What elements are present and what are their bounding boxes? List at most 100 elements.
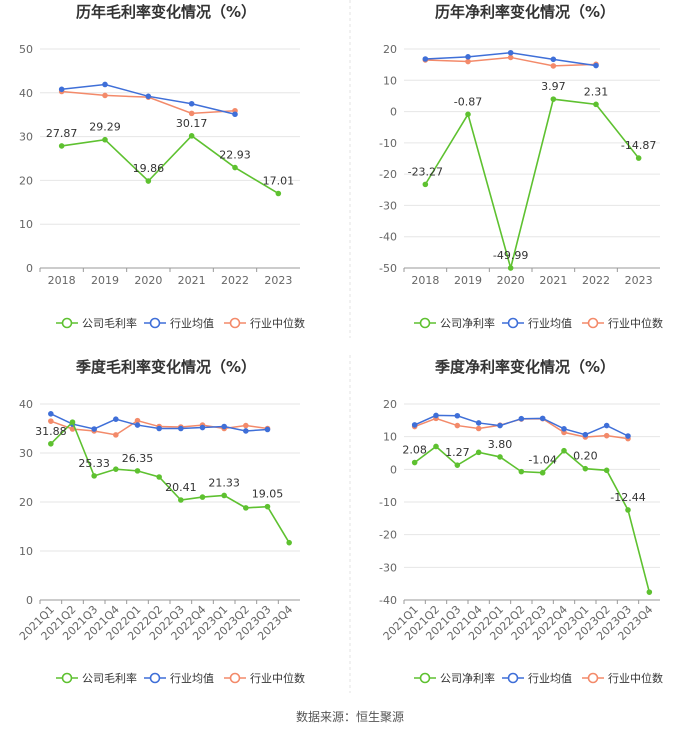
annual-gross-y-tick-label: 10: [19, 218, 33, 231]
quarterly-net-y-tick-label: -30: [379, 561, 397, 574]
legend-label: 行业均值: [528, 672, 572, 685]
legend-label: 行业中位数: [250, 316, 305, 330]
quarterly-net-legend-industry_median[interactable]: 行业中位数: [582, 671, 663, 685]
annual-gross-x-tick-label: 2020: [134, 274, 162, 287]
quarterly-gross-legend-industry_avg[interactable]: 行业均值: [144, 672, 214, 685]
quarterly-net-company-point: [475, 449, 482, 456]
quarterly-net-company-point: [411, 459, 418, 466]
annual-net-chart: 历年净利率变化情况（%） -50 -40 -30 -20 -10 0 10 20 2018 2019…: [379, 3, 663, 330]
quarterly-gross-company-point: [221, 492, 227, 499]
annual-gross-legend-industry_median[interactable]: 行业中位数: [224, 316, 305, 330]
quarterly-net-company-point: [518, 468, 525, 475]
quarterly-net-industry_avg-point: [539, 415, 546, 422]
quarterly-net-legend-industry_avg[interactable]: 行业均值: [502, 672, 572, 685]
annual-gross-y-tick-label: 0: [26, 262, 33, 275]
quarterly-gross-legend-industry_median[interactable]: 行业中位数: [224, 671, 305, 685]
quarterly-net-data-label: 2.08: [402, 444, 427, 457]
annual-net-y-tick-label: -50: [379, 262, 397, 275]
legend-label: 公司净利率: [440, 671, 495, 685]
legend-circle-icon: [61, 317, 73, 329]
quarterly-net-data-label: -1.04: [528, 454, 556, 467]
annual-net-y-tick-label: 10: [383, 74, 397, 87]
quarterly-gross-industry_avg-point: [178, 425, 184, 432]
annual-net-data-label: 2.31: [584, 85, 609, 98]
legend-label: 行业中位数: [250, 671, 305, 685]
annual-net-company-point: [507, 265, 514, 271]
quarterly-gross-company-point: [48, 440, 54, 447]
legend-circle-icon: [229, 317, 241, 329]
quarterly-net-y-tick-label: -10: [379, 496, 397, 509]
legend-label: 公司毛利率: [82, 671, 137, 685]
legend-label: 行业均值: [170, 672, 214, 685]
annual-net-data-label: 3.97: [541, 80, 566, 93]
annual-net-x-tick-label: 2020: [497, 274, 525, 287]
quarterly-net-industry_avg-point: [561, 426, 567, 432]
annual-gross-industry_avg-point: [102, 81, 108, 88]
annual-gross-company-point: [275, 190, 282, 197]
quarterly-gross-industry_avg-point: [243, 428, 249, 434]
annual-net-x-tick-label: 2021: [539, 274, 567, 287]
quarterly-net-company-point: [582, 465, 589, 472]
quarterly-gross-data-label: 21.33: [208, 476, 240, 489]
quarterly-gross-data-label: 19.05: [252, 488, 284, 501]
annual-net-legend-industry_avg[interactable]: 行业均值: [502, 317, 572, 330]
annual-net-data-label: -0.87: [454, 95, 482, 108]
quarterly-net-industry_avg-point: [497, 422, 503, 429]
quarterly-net-industry_avg-point: [433, 412, 439, 419]
quarterly-net-y-tick-label: 10: [383, 431, 397, 444]
quarterly-gross-legend-company[interactable]: 公司毛利率: [56, 671, 137, 685]
quarterly-net-company-point: [625, 507, 631, 513]
quarterly-gross-industry_median-point: [48, 418, 54, 424]
quarterly-net-company-point: [646, 589, 653, 595]
annual-gross-company-point: [145, 178, 152, 184]
annual-net-legend-company[interactable]: 公司净利率: [414, 316, 495, 330]
annual-net-company-point: [465, 111, 471, 118]
annual-gross-legend-industry_avg[interactable]: 行业均值: [144, 317, 214, 330]
annual-gross-x-tick-label: 2018: [48, 274, 76, 287]
annual-gross-industry_avg-point: [232, 111, 238, 118]
annual-gross-x-tick-label: 2021: [178, 274, 206, 287]
quarterly-net-industry_median-point: [475, 425, 482, 432]
legend-label: 行业中位数: [608, 316, 663, 330]
quarterly-net-company-point: [561, 447, 567, 454]
annual-gross-data-label: 30.17: [176, 117, 208, 130]
annual-gross-legend-company[interactable]: 公司毛利率: [56, 316, 137, 330]
annual-net-y-tick-label: -30: [379, 199, 397, 212]
quarterly-gross-company-point: [91, 473, 97, 479]
annual-gross-y-tick-label: 20: [19, 174, 33, 187]
quarterly-gross-company-point: [178, 497, 184, 503]
annual-net-data-label: -23.27: [408, 165, 443, 178]
annual-gross-company-point: [102, 136, 108, 143]
quarterly-gross-y-tick-label: 30: [19, 447, 33, 460]
annual-net-legend-industry_median[interactable]: 行业中位数: [582, 316, 663, 330]
quarterly-gross-company-point: [156, 474, 162, 480]
quarterly-gross-industry_avg-point: [199, 424, 206, 431]
legend-circle-icon: [229, 672, 241, 684]
quarterly-gross-y-tick-label: 10: [19, 545, 33, 558]
quarterly-gross-industry_median-point: [243, 422, 249, 429]
quarterly-net-company-point: [539, 469, 546, 476]
annual-net-x-tick-label: 2019: [454, 274, 482, 287]
quarterly-net-y-tick-label: -20: [379, 529, 397, 542]
quarterly-gross-industry_avg-point: [91, 426, 97, 432]
quarterly-gross-y-tick-label: 0: [26, 594, 33, 607]
annual-gross-data-label: 22.93: [219, 149, 251, 162]
annual-net-industry_avg-point: [593, 62, 599, 69]
quarterly-net-y-tick-label: 20: [383, 398, 397, 411]
legend-circle-icon: [419, 672, 431, 684]
annual-gross-company-point: [58, 143, 65, 149]
quarterly-net-legend-company[interactable]: 公司净利率: [414, 671, 495, 685]
quarterly-gross-data-label: 20.41: [165, 481, 197, 494]
quarterly-net-data-label: 3.80: [488, 438, 513, 451]
annual-net-company-point: [422, 181, 429, 188]
annual-net-industry_median-point: [550, 63, 557, 69]
quarterly-gross-chart: 季度毛利率变化情况（%）0102030402021Q12021Q22021Q32…: [17, 358, 305, 685]
annual-gross-x-tick-label: 2022: [221, 274, 249, 287]
legend-label: 行业中位数: [608, 671, 663, 685]
annual-net-industry_avg-point: [422, 56, 429, 62]
legend-circle-icon: [149, 317, 161, 329]
annual-net-company-point: [593, 101, 599, 108]
quarterly-net-company-point: [433, 443, 439, 450]
annual-net-company-line: [424, 98, 640, 272]
annual-gross-x-tick-label: 2023: [264, 274, 292, 287]
